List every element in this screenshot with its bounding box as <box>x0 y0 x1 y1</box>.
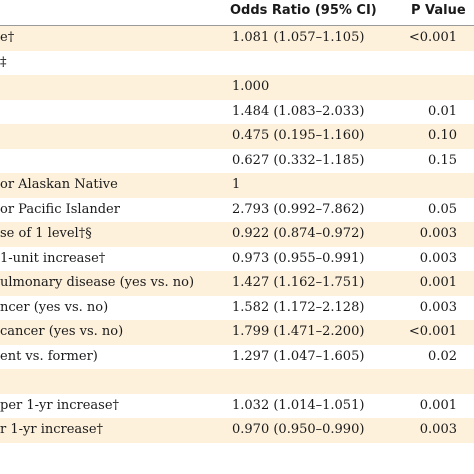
table-row: e† 1.081 (1.057–1.105) <0.001 <box>0 26 474 51</box>
p-value-cell: 0.15 <box>428 152 457 168</box>
variable-cell: ‡ <box>0 54 7 70</box>
odds-ratio-cell: 1.081 (1.057–1.105) <box>232 30 365 45</box>
table-row: ncer (yes vs. no) 1.582 (1.172–2.128) 0.00… <box>0 296 474 321</box>
table-row: or Pacific Islander 2.793 (0.992–7.862) 0.… <box>0 198 474 223</box>
variable-cell: ulmonary disease (yes vs. no) <box>0 275 195 290</box>
odds-ratio-cell: 1.032 (1.014–1.051) <box>232 397 365 413</box>
variable-cell: 1-unit increase† <box>0 250 106 266</box>
p-value-cell: 0.001 <box>419 397 457 413</box>
variable-cell: e† <box>0 30 15 45</box>
variable-cell: or Pacific Islander <box>0 201 120 217</box>
p-value-cell: 0.001 <box>419 275 457 290</box>
odds-ratio-cell: 0.922 (0.874–0.972) <box>232 226 365 241</box>
variable-cell: ncer (yes vs. no) <box>0 299 109 315</box>
table-row: cancer (yes vs. no) 1.799 (1.471–2.200) <0… <box>0 320 474 345</box>
header-p-value: P Value <box>411 3 466 18</box>
variable-cell: se of 1 level†§ <box>0 226 92 241</box>
table-row: or Alaskan Native 1 <box>0 173 474 198</box>
table-row: 0.627 (0.332–1.185) 0.15 <box>0 149 474 174</box>
header-divider <box>0 25 474 26</box>
p-value-cell: 0.01 <box>428 103 457 119</box>
table-row: r 1-yr increase† 0.970 (0.950–0.990) 0.003 <box>0 418 474 443</box>
table-row: 1.484 (1.083–2.033) 0.01 <box>0 100 474 125</box>
table-row: ent vs. former) 1.297 (1.047–1.605) 0.02 <box>0 345 474 370</box>
variable-cell: cancer (yes vs. no) <box>0 324 124 339</box>
p-value-cell: 0.10 <box>428 128 457 143</box>
table-row: 1-unit increase† 0.973 (0.955–0.991) 0.003 <box>0 247 474 272</box>
variable-cell: r 1-yr increase† <box>0 422 104 437</box>
table-row <box>0 369 474 394</box>
odds-ratio-cell: 1.000 <box>232 79 270 94</box>
p-value-cell: 0.02 <box>428 348 457 364</box>
p-value-cell: <0.001 <box>408 324 457 339</box>
odds-ratio-cell: 0.973 (0.955–0.991) <box>232 250 365 266</box>
odds-ratio-cell: 0.970 (0.950–0.990) <box>232 422 365 437</box>
table-header: Odds Ratio (95% CI) P Value <box>0 0 474 26</box>
odds-ratio-cell: 1.582 (1.172–2.128) <box>232 299 365 315</box>
variable-cell: or Alaskan Native <box>0 177 118 192</box>
p-value-cell: 0.05 <box>428 201 457 217</box>
header-odds-ratio: Odds Ratio (95% CI) <box>230 3 377 18</box>
variable-cell: per 1-yr increase† <box>0 397 120 413</box>
p-value-cell: 0.003 <box>419 422 457 437</box>
p-value-cell: 0.003 <box>419 250 457 266</box>
table-row: ‡ <box>0 51 474 76</box>
table-row: ulmonary disease (yes vs. no) 1.427 (1.16… <box>0 271 474 296</box>
table-row: 0.475 (0.195–1.160) 0.10 <box>0 124 474 149</box>
p-value-cell: 0.003 <box>419 299 457 315</box>
odds-ratio-cell: 1.484 (1.083–2.033) <box>232 103 365 119</box>
variable-cell: ent vs. former) <box>0 348 98 364</box>
odds-ratio-cell: 1.799 (1.471–2.200) <box>232 324 365 339</box>
p-value-cell: <0.001 <box>408 30 457 45</box>
table-row: per 1-yr increase† 1.032 (1.014–1.051) 0.0… <box>0 394 474 419</box>
odds-ratio-cell: 1 <box>232 177 241 192</box>
p-value-cell: 0.003 <box>419 226 457 241</box>
odds-ratio-cell: 1.297 (1.047–1.605) <box>232 348 365 364</box>
odds-ratio-cell: 0.627 (0.332–1.185) <box>232 152 365 168</box>
odds-ratio-cell: 0.475 (0.195–1.160) <box>232 128 365 143</box>
odds-ratio-cell: 1.427 (1.162–1.751) <box>232 275 365 290</box>
table-row: se of 1 level†§ 0.922 (0.874–0.972) 0.003 <box>0 222 474 247</box>
table-row: 1.000 <box>0 75 474 100</box>
odds-ratio-cell: 2.793 (0.992–7.862) <box>232 201 365 217</box>
